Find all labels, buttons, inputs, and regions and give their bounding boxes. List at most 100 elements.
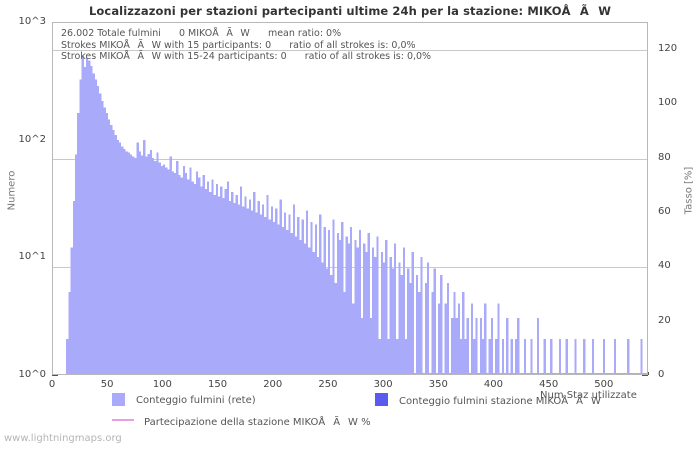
histogram-bar bbox=[563, 372, 566, 374]
histogram-bar bbox=[446, 282, 450, 374]
histogram-bar bbox=[433, 268, 436, 374]
histogram-bar bbox=[242, 206, 245, 374]
histogram-bar bbox=[224, 189, 227, 374]
histogram-bar bbox=[589, 372, 593, 374]
histogram-bar bbox=[363, 243, 366, 374]
legend-swatch-0[interactable] bbox=[112, 393, 125, 406]
histogram-bar bbox=[191, 181, 194, 374]
histogram-bar bbox=[409, 282, 412, 374]
histogram-bar bbox=[275, 208, 278, 374]
histogram-bar bbox=[618, 372, 621, 374]
histogram-bar bbox=[567, 372, 570, 374]
histogram-bar bbox=[85, 58, 89, 374]
histogram-bar bbox=[70, 247, 73, 374]
histogram-bar bbox=[138, 151, 142, 374]
x-axis-minor-tick bbox=[648, 372, 649, 375]
histogram-bar bbox=[134, 158, 137, 374]
histogram-bar bbox=[642, 372, 645, 374]
histogram-bar bbox=[499, 372, 502, 374]
histogram-bar bbox=[341, 221, 344, 374]
legend-label-0[interactable]: Conteggio fulmini (rete) bbox=[136, 395, 256, 406]
histogram-bar bbox=[490, 318, 493, 374]
histogram-bar bbox=[321, 262, 324, 374]
gridline bbox=[53, 158, 647, 160]
histogram-bar bbox=[625, 372, 628, 374]
histogram-bar bbox=[345, 236, 348, 374]
y-axis-right-tick-label: 80 bbox=[658, 151, 671, 163]
y-axis-left-tick-label: 10^3 bbox=[18, 16, 46, 27]
histogram-bar bbox=[246, 208, 249, 374]
x-axis-tick-label: 350 bbox=[428, 379, 448, 390]
histogram-bar bbox=[125, 151, 128, 374]
histogram-bar bbox=[539, 372, 542, 374]
legend-line-marker-2[interactable] bbox=[112, 419, 134, 421]
histogram-bar bbox=[319, 214, 322, 374]
histogram-bar bbox=[350, 227, 353, 374]
histogram-bar bbox=[515, 338, 518, 374]
histogram-bar bbox=[609, 372, 612, 374]
histogram-bar bbox=[411, 252, 414, 374]
histogram-bar bbox=[574, 338, 577, 374]
histogram-bar bbox=[145, 156, 148, 374]
histogram-bar bbox=[158, 162, 161, 374]
histogram-bar bbox=[169, 156, 172, 374]
histogram-bar bbox=[521, 372, 524, 374]
y-axis-left-tick-label: 10^2 bbox=[18, 133, 46, 145]
histogram-bar bbox=[220, 186, 223, 374]
y-axis-left-title: Numero bbox=[6, 170, 18, 211]
y-axis-left-tick-label: 10^0 bbox=[18, 369, 46, 380]
histogram-bar bbox=[160, 165, 163, 374]
histogram-bar bbox=[371, 247, 375, 374]
histogram-bar bbox=[338, 239, 342, 374]
histogram-bar bbox=[286, 230, 289, 374]
histogram-bar bbox=[343, 292, 346, 374]
histogram-bar bbox=[620, 372, 623, 374]
histogram-bar bbox=[162, 164, 166, 374]
histogram-bar bbox=[237, 204, 241, 374]
histogram-bar bbox=[497, 303, 500, 374]
legend-label-1[interactable]: Conteggio fulmini stazione MIKOÅÃW bbox=[399, 396, 601, 407]
histogram-bar bbox=[429, 372, 432, 374]
histogram-bar bbox=[622, 372, 626, 374]
x-axis-tick-label: 450 bbox=[539, 379, 559, 390]
histogram-bar bbox=[453, 292, 456, 374]
histogram-bar bbox=[488, 338, 491, 374]
histogram-bar bbox=[367, 233, 370, 374]
histogram-bar bbox=[638, 372, 641, 374]
histogram-bar bbox=[369, 318, 373, 374]
histogram-bar bbox=[123, 148, 126, 374]
histogram-bar bbox=[528, 372, 531, 374]
histogram-bar bbox=[332, 219, 335, 374]
histogram-bar bbox=[235, 194, 238, 374]
histogram-bar bbox=[475, 318, 478, 374]
histogram-bar bbox=[380, 252, 383, 374]
histogram-bar bbox=[407, 268, 410, 374]
histogram-bar bbox=[481, 338, 485, 374]
histogram-bar bbox=[184, 173, 188, 374]
x-axis-tick-label: 150 bbox=[208, 379, 228, 390]
y-axis-right-tick-label: 120 bbox=[658, 43, 678, 55]
histogram-bar bbox=[207, 181, 210, 374]
histogram-bar bbox=[149, 150, 153, 374]
legend-swatch-1[interactable] bbox=[375, 393, 388, 406]
histogram-bar bbox=[79, 79, 82, 374]
histogram-bar bbox=[457, 303, 460, 374]
histogram-bar bbox=[264, 216, 267, 374]
histogram-bar bbox=[281, 227, 285, 374]
histogram-bar bbox=[358, 230, 362, 374]
histogram-bar bbox=[424, 282, 428, 374]
y-axis-right-tick-label: 0 bbox=[658, 369, 665, 380]
histogram-bar bbox=[323, 227, 326, 374]
histogram-bar bbox=[565, 338, 568, 374]
histogram-bar bbox=[532, 372, 535, 374]
histogram-bar bbox=[176, 161, 179, 374]
histogram-bar bbox=[422, 372, 425, 374]
histogram-bar bbox=[512, 372, 516, 374]
histogram-bar bbox=[257, 201, 260, 374]
legend-label-2[interactable]: Partecipazione della stazione MIKOÅÃW … bbox=[144, 417, 371, 428]
histogram-bar bbox=[317, 256, 320, 374]
histogram-bar bbox=[640, 338, 643, 374]
histogram-bar bbox=[101, 101, 104, 374]
x-axis-tick-label: 250 bbox=[318, 379, 338, 390]
histogram-bar bbox=[356, 247, 359, 374]
